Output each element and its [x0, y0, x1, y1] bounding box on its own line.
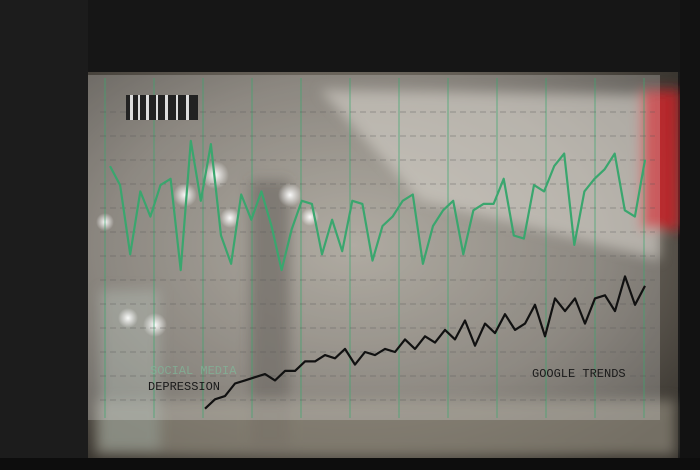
top-frame	[88, 0, 680, 72]
data-line	[204, 275, 646, 410]
data-line	[109, 139, 647, 272]
right-wall	[680, 0, 700, 470]
left-wall	[0, 0, 88, 470]
legend-label: DEPRESSION	[148, 380, 220, 394]
legend-label: SOCIAL MEDIA	[150, 364, 237, 378]
barcode	[126, 95, 198, 120]
bottom-frame	[0, 458, 700, 470]
source-label: GOOGLE TRENDS	[532, 367, 626, 381]
